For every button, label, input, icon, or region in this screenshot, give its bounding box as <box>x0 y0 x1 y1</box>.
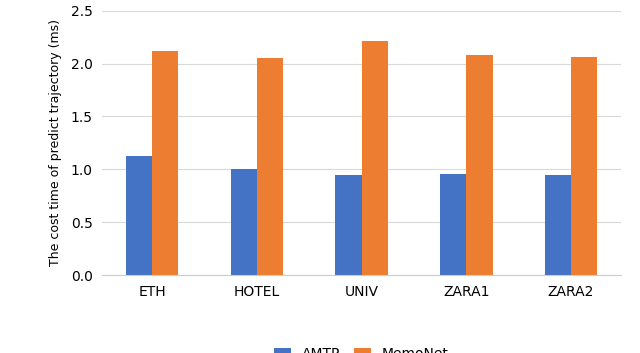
Y-axis label: The cost time of predict trajectory (ms): The cost time of predict trajectory (ms) <box>49 19 62 267</box>
Bar <box>230 169 257 275</box>
Bar <box>126 156 152 275</box>
Bar <box>545 175 571 275</box>
Bar <box>571 57 597 275</box>
Bar <box>467 55 493 275</box>
Bar <box>335 175 362 275</box>
Bar <box>440 174 467 275</box>
Bar <box>257 58 283 275</box>
Bar <box>362 41 388 275</box>
Legend: AMTP, MemoNet: AMTP, MemoNet <box>268 341 456 353</box>
Bar <box>152 51 179 275</box>
